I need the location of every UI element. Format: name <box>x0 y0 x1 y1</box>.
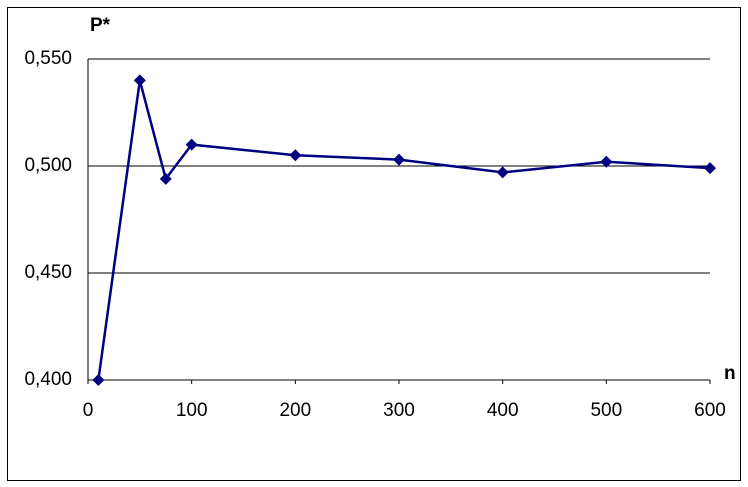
y-tick-label: 0,550 <box>24 48 72 69</box>
x-tick-label: 200 <box>279 400 311 421</box>
x-axis-title: n <box>724 363 736 384</box>
y-tick-label: 0,450 <box>24 262 72 283</box>
x-tick-label: 100 <box>176 400 208 421</box>
chart-frame <box>7 7 741 481</box>
data-marker <box>159 172 172 185</box>
x-tick-label: 300 <box>383 400 415 421</box>
y-axis-title: P* <box>90 15 111 36</box>
data-marker <box>92 374 105 386</box>
x-tick-label: 500 <box>590 400 622 421</box>
data-marker <box>600 155 613 168</box>
data-marker <box>393 153 405 166</box>
data-marker <box>704 162 716 175</box>
y-tick-label: 0,400 <box>24 369 72 390</box>
series-line <box>97 80 711 381</box>
data-marker <box>496 166 509 179</box>
data-marker <box>185 138 198 151</box>
data-marker <box>289 149 302 162</box>
x-tick-label: 400 <box>487 400 519 421</box>
x-tick-label: 0 <box>83 400 94 421</box>
data-marker <box>133 74 146 87</box>
x-tick-label: 600 <box>694 400 726 421</box>
y-tick-label: 0,500 <box>24 155 72 176</box>
